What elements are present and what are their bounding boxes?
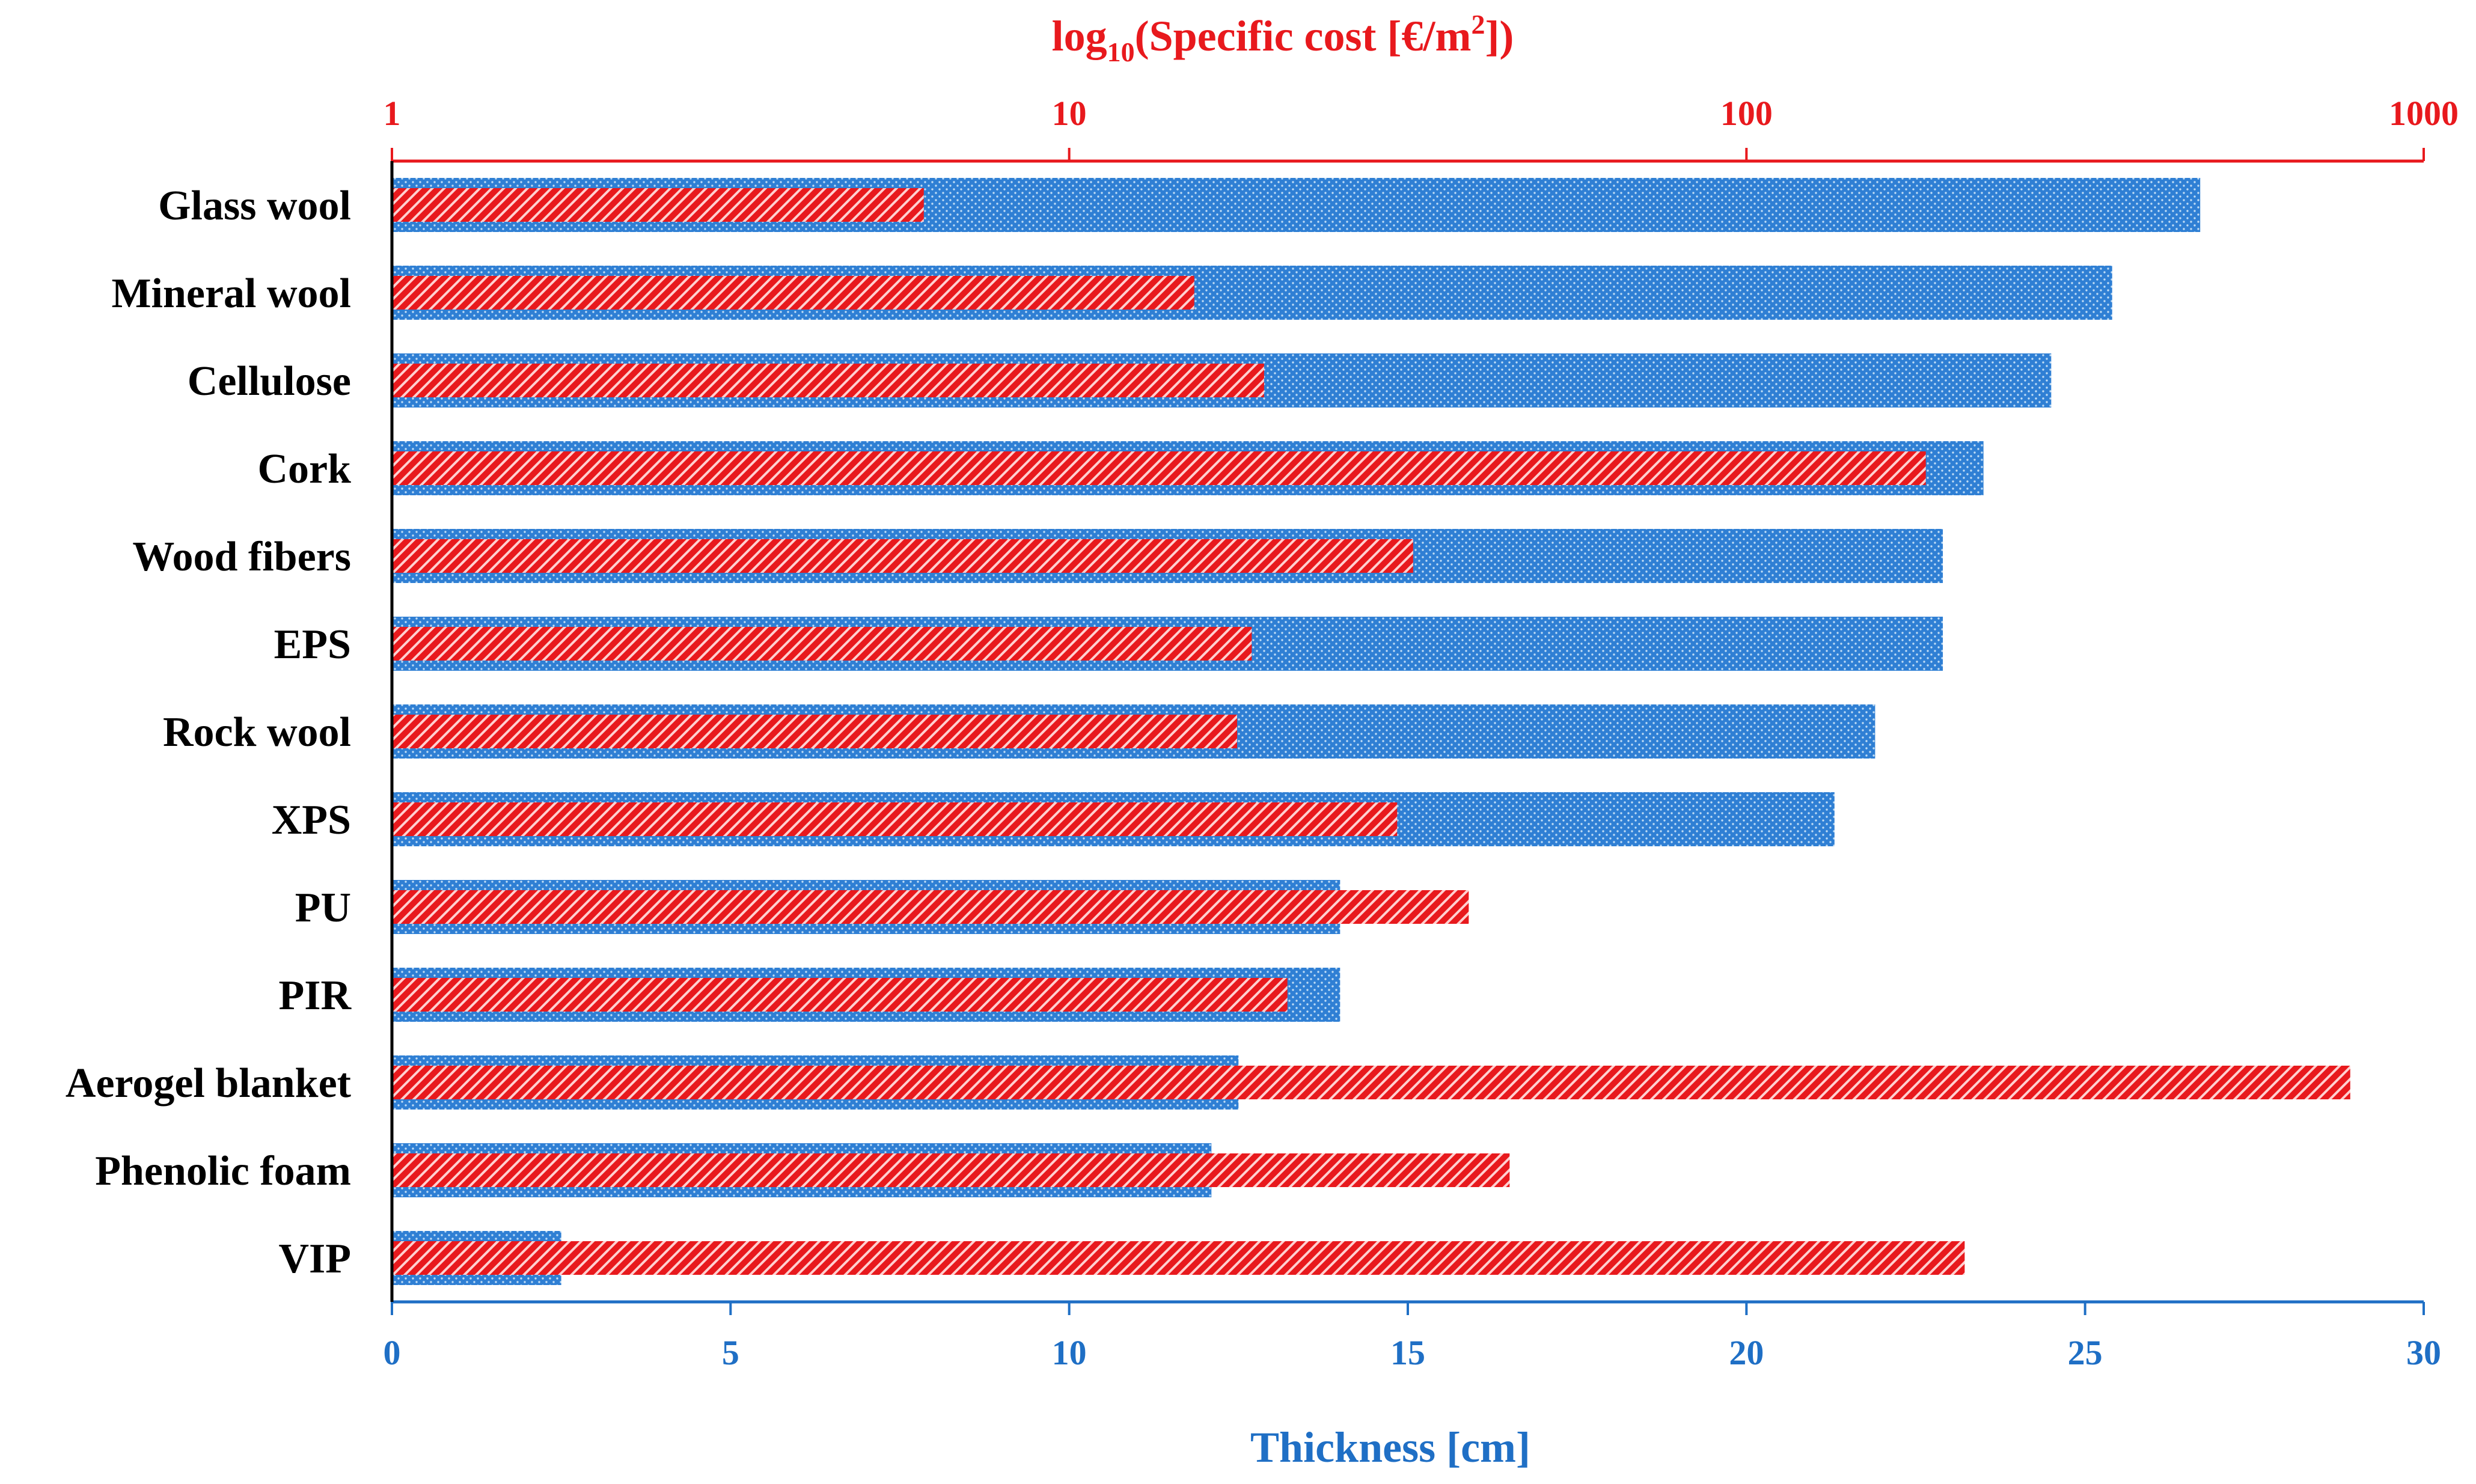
cost-bar-vip (392, 1241, 1965, 1275)
category-label-eps: EPS (274, 621, 351, 668)
category-label-phenolic-foam: Phenolic foam (95, 1148, 351, 1194)
category-label-vip: VIP (278, 1236, 351, 1282)
category-label-cork: Cork (257, 446, 351, 492)
bottom-tick-label-3: 15 (1390, 1333, 1425, 1372)
cost-bar-rock-wool (392, 715, 1238, 748)
category-label-glass-wool: Glass wool (158, 183, 351, 229)
cost-bar-cork (392, 451, 1926, 485)
category-label-wood-fibers: Wood fibers (132, 534, 351, 580)
cost-bar-pir (392, 978, 1288, 1012)
cost-bar-xps (392, 802, 1398, 836)
bottom-axis-ticks: 0 5 10 15 20 25 30 (384, 1302, 2441, 1372)
top-tick-label-3: 1000 (2389, 94, 2459, 133)
cost-bar-glass-wool (392, 188, 924, 222)
bottom-axis-title: Thickness [cm] (1250, 1423, 1530, 1471)
cost-bar-phenolic-foam (392, 1153, 1510, 1187)
cost-bar-mineral-wool (392, 276, 1194, 310)
top-tick-label-1: 10 (1052, 94, 1087, 133)
category-label-mineral-wool: Mineral wool (111, 270, 351, 317)
category-label-cellulose: Cellulose (188, 358, 351, 405)
cost-bar-pu (392, 890, 1469, 924)
top-axis-title: log10(Specific cost [€/m2]) (1052, 9, 1514, 67)
cost-bar-eps (392, 627, 1252, 661)
category-label-xps: XPS (272, 797, 351, 843)
bottom-tick-label-1: 5 (722, 1333, 739, 1372)
category-label-pu: PU (295, 885, 351, 931)
top-tick-label-2: 100 (1720, 94, 1773, 133)
bottom-tick-label-6: 30 (2406, 1333, 2441, 1372)
category-label-rock-wool: Rock wool (163, 709, 351, 756)
bottom-tick-label-0: 0 (384, 1333, 401, 1372)
cost-bar-wood-fibers (392, 539, 1413, 573)
cost-bars (392, 188, 2350, 1275)
category-label-aerogel-blanket: Aerogel blanket (66, 1060, 351, 1107)
cost-bar-aerogel-blanket (392, 1066, 2350, 1099)
top-axis-ticks: 1 10 100 1000 (384, 94, 2459, 161)
top-tick-label-0: 1 (384, 94, 401, 133)
bottom-tick-label-5: 25 (2068, 1333, 2103, 1372)
bottom-tick-label-2: 10 (1052, 1333, 1087, 1372)
cost-bar-cellulose (392, 364, 1264, 397)
bottom-tick-label-4: 20 (1729, 1333, 1764, 1372)
category-labels: Glass wool Mineral wool Cellulose Cork Wood … (66, 183, 352, 1282)
category-label-pir: PIR (278, 973, 352, 1019)
